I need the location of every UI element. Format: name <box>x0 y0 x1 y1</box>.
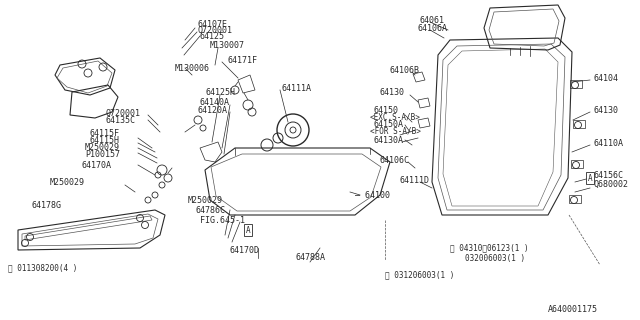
Text: 64135C: 64135C <box>105 116 135 124</box>
Text: 64106B: 64106B <box>390 66 420 75</box>
Text: M130007: M130007 <box>210 41 245 50</box>
Text: 64107E: 64107E <box>198 20 228 28</box>
Text: 64171F: 64171F <box>228 55 258 65</box>
Text: 64788A: 64788A <box>295 253 325 262</box>
Text: 64061: 64061 <box>420 15 445 25</box>
Text: Ⓜ 031206003(1 ): Ⓜ 031206003(1 ) <box>385 270 454 279</box>
Text: M250029: M250029 <box>188 196 223 204</box>
Text: Ⓑ 011308200(4 ): Ⓑ 011308200(4 ) <box>8 263 77 273</box>
Text: 64106C: 64106C <box>380 156 410 164</box>
Text: 64156C: 64156C <box>594 171 624 180</box>
Text: A: A <box>246 226 250 235</box>
Text: 64115H: 64115H <box>90 135 120 145</box>
Text: Ⓢ 04310愣06123(1 ): Ⓢ 04310愣06123(1 ) <box>450 244 529 252</box>
Text: 64150: 64150 <box>373 106 398 115</box>
Text: 64140A: 64140A <box>200 98 230 107</box>
Text: A640001175: A640001175 <box>548 306 598 315</box>
Text: 64150A: 64150A <box>373 119 403 129</box>
Text: Q680002: Q680002 <box>594 180 629 188</box>
Text: M250029: M250029 <box>50 178 85 187</box>
Text: 64125H: 64125H <box>205 87 235 97</box>
Text: 64170A: 64170A <box>82 161 112 170</box>
Text: 64130A: 64130A <box>373 135 403 145</box>
Text: 64106A: 64106A <box>418 23 448 33</box>
Text: 64178G: 64178G <box>32 201 62 210</box>
Text: 64786C: 64786C <box>196 205 226 214</box>
Text: 64111A: 64111A <box>282 84 312 92</box>
Text: 032006003(1 ): 032006003(1 ) <box>465 253 525 262</box>
Text: 64170D: 64170D <box>230 245 260 254</box>
Text: P100157: P100157 <box>85 149 120 158</box>
Text: 64110A: 64110A <box>594 139 624 148</box>
Text: <EXC.S-A/B>: <EXC.S-A/B> <box>370 113 421 122</box>
Text: 64125: 64125 <box>200 31 225 41</box>
Text: 64130: 64130 <box>594 106 619 115</box>
Text: Q720001: Q720001 <box>198 26 233 35</box>
Text: M250029: M250029 <box>85 142 120 151</box>
Text: 64115F: 64115F <box>90 129 120 138</box>
Text: <FOR S-A/B>: <FOR S-A/B> <box>370 126 421 135</box>
Text: A: A <box>588 173 592 182</box>
Text: Q720001: Q720001 <box>105 108 140 117</box>
Text: 64130: 64130 <box>380 87 405 97</box>
Text: — 64100: — 64100 <box>355 190 390 199</box>
Text: 64120A: 64120A <box>198 106 228 115</box>
Text: FIG.645-1: FIG.645-1 <box>200 215 245 225</box>
Text: 64104: 64104 <box>594 74 619 83</box>
Text: M130006: M130006 <box>175 63 210 73</box>
Text: 64111D: 64111D <box>400 175 430 185</box>
